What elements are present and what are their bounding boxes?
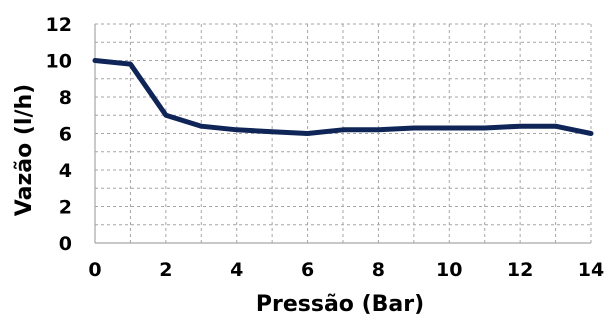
y-tick-label: 6 [59, 124, 72, 146]
x-tick-label: 0 [88, 259, 101, 281]
x-tick-label: 10 [436, 259, 462, 281]
x-tick-label: 14 [578, 259, 604, 281]
grid [95, 23, 592, 243]
x-tick-label: 12 [507, 259, 533, 281]
x-tick-label: 6 [301, 259, 314, 281]
y-tick-label: 4 [59, 160, 72, 182]
x-tick-label: 2 [159, 259, 172, 281]
y-tick-label: 8 [59, 87, 72, 109]
series-line [92, 58, 594, 136]
y-tick-label: 2 [59, 197, 72, 219]
x-tick-label: 8 [372, 259, 385, 281]
tick-labels: 0 2 4 6 8 10 12 14 0 2 4 6 8 10 12 [46, 14, 605, 281]
y-tick-label: 12 [46, 14, 72, 36]
series-layer [92, 58, 594, 136]
x-tick-label: 4 [230, 259, 243, 281]
y-tick-label: 0 [59, 233, 72, 255]
y-tick-label: 10 [46, 51, 72, 73]
x-axis-title: Pressão (Bar) [256, 292, 424, 317]
y-axis-title: Vazão (l/h) [12, 84, 37, 216]
